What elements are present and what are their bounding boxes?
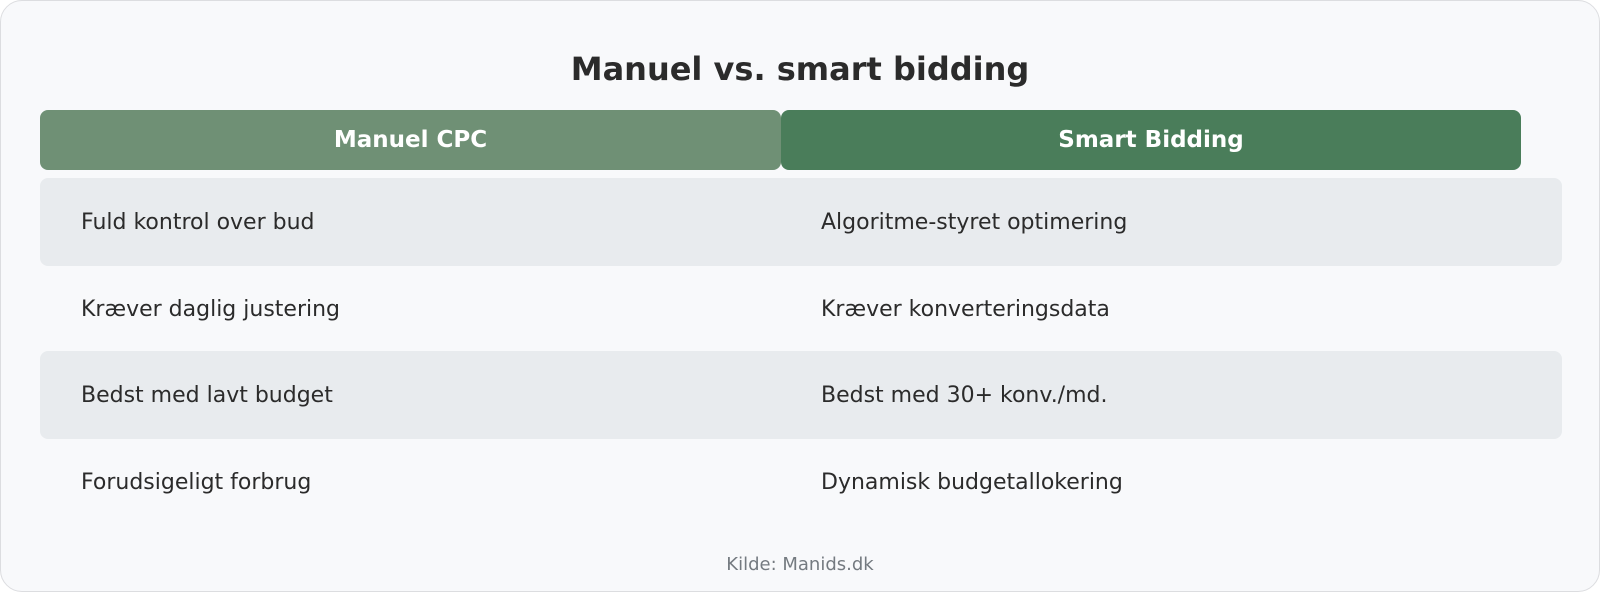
table-row: Fuld kontrol over bud Algoritme-styret o… [40,178,1562,266]
table-row: Kræver daglig justering Kræver konverter… [40,265,1562,353]
row-cell-smart: Bedst med 30+ konv./md. [821,382,1108,408]
column-header-manual-cpc: Manuel CPC [40,110,781,170]
row-cell-smart: Dynamisk budgetallokering [821,469,1123,495]
source-note: Kilde: Manids.dk [726,554,874,575]
table-row: Forudsigeligt forbrug Dynamisk budgetall… [40,438,1562,526]
column-header-smart-bidding: Smart Bidding [781,110,1521,170]
row-cell-manual: Fuld kontrol over bud [81,209,315,235]
row-cell-smart: Kræver konverteringsdata [821,296,1110,322]
row-cell-manual: Bedst med lavt budget [81,382,333,408]
table-row: Bedst med lavt budget Bedst med 30+ konv… [40,351,1562,439]
row-cell-manual: Forudsigeligt forbrug [81,469,312,495]
page-title: Manuel vs. smart bidding [570,50,1030,88]
row-cell-manual: Kræver daglig justering [81,296,341,322]
row-cell-smart: Algoritme-styret optimering [821,209,1128,235]
